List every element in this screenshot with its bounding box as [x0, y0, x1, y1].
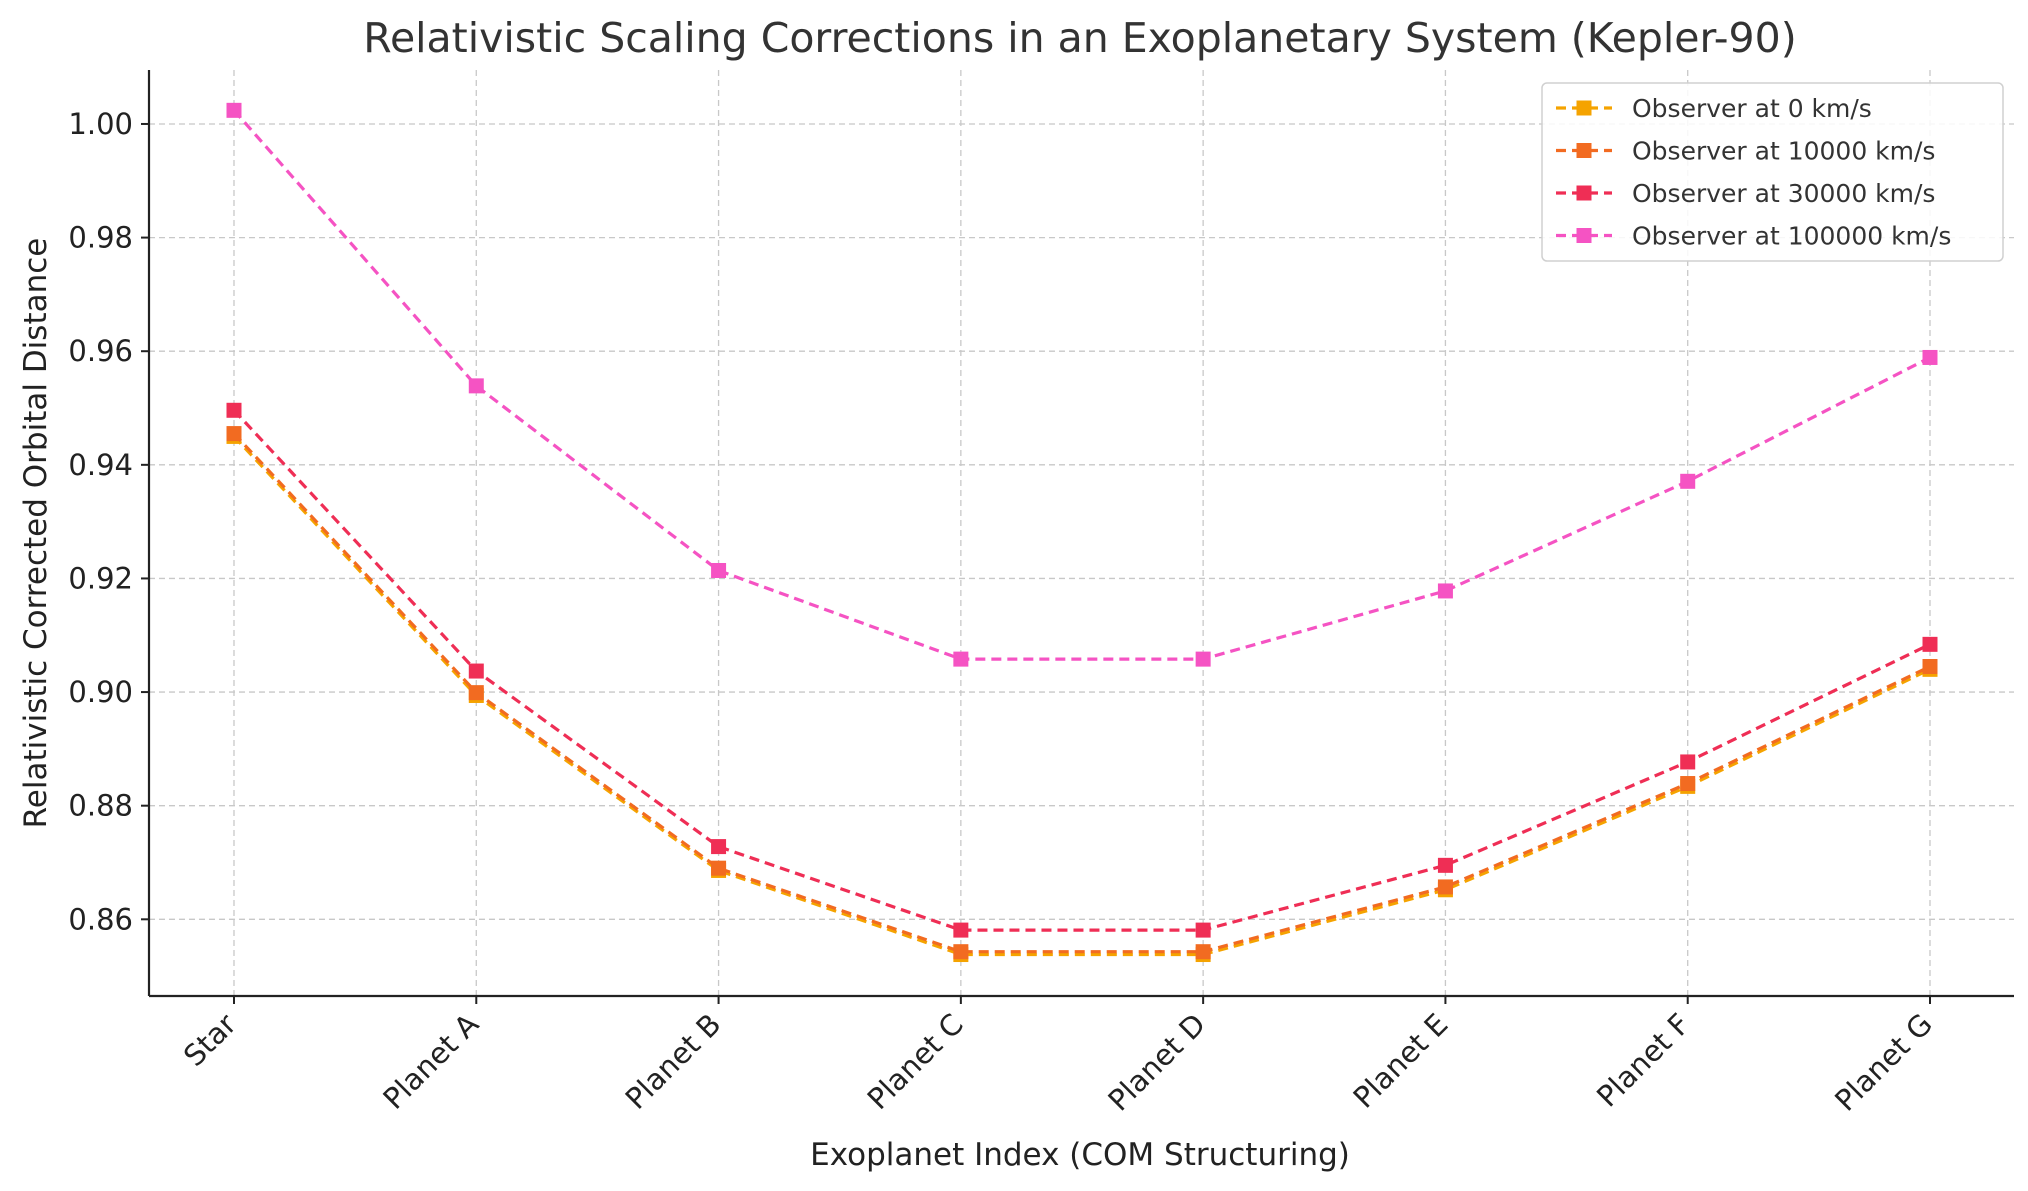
x-axis-label: Exoplanet Index (COM Structuring): [810, 1137, 1350, 1173]
legend: Observer at 0 km/s Observer at 10000 km/s…: [1541, 82, 2004, 262]
legend-box: [1541, 82, 2004, 262]
legend-label: Observer at 0 km/s: [1632, 94, 1872, 123]
y-tick-label: 0.90: [68, 675, 133, 709]
series-marker: [1437, 583, 1453, 599]
x-tick-label: Star: [177, 1007, 243, 1073]
x-tick-label: Planet E: [1347, 1007, 1455, 1115]
x-tick-label: Planet B: [619, 1007, 728, 1116]
grid: [149, 70, 2014, 996]
series-layer: [226, 102, 1938, 963]
x-tick-label: Planet A: [376, 1007, 485, 1116]
x-ticks: Star Planet A Planet B Planet C Planet D Plan…: [177, 996, 1939, 1118]
series-marker: [1680, 473, 1696, 489]
y-tick-label: 0.88: [68, 789, 133, 823]
series-line: [232, 435, 1931, 957]
y-tick-label: 0.96: [68, 334, 133, 368]
x-tick-label: Planet F: [1590, 1007, 1697, 1114]
series-marker: [468, 378, 484, 394]
x-tick-label: Planet D: [1101, 1007, 1212, 1118]
y-tick-label: 0.94: [68, 448, 133, 482]
series-marker: [953, 944, 969, 960]
series-marker: [468, 685, 484, 701]
y-ticks: 0.86 0.88 0.90 0.92 0.94 0.96 0.98 1.00: [68, 107, 149, 936]
chart-title: Relativistic Scaling Corrections in an E…: [363, 14, 1796, 62]
series-marker: [1680, 754, 1696, 770]
series-marker: [1195, 944, 1211, 960]
series-marker: [711, 562, 727, 578]
series-line: [232, 432, 1931, 954]
series-marker: [1195, 922, 1211, 938]
series-marker: [1437, 879, 1453, 895]
series-marker: [953, 922, 969, 938]
series-marker: [226, 102, 242, 118]
y-axis-label: Relativistic Corrected Orbital Distance: [18, 238, 54, 829]
legend-label: Observer at 100000 km/s: [1632, 222, 1951, 251]
legend-marker: [1576, 143, 1592, 158]
series-marker: [711, 839, 727, 855]
legend-marker: [1576, 100, 1592, 116]
legend-marker: [1576, 185, 1592, 201]
series-marker: [1922, 636, 1938, 652]
legend-marker: [1576, 228, 1592, 243]
y-tick-label: 1.00: [68, 107, 133, 141]
y-tick-label: 0.92: [68, 561, 133, 595]
legend-label: Observer at 30000 km/s: [1632, 179, 1935, 208]
series-marker: [226, 426, 242, 442]
x-tick-label: Planet C: [861, 1007, 970, 1116]
x-tick-label: Planet G: [1828, 1007, 1939, 1118]
y-tick-label: 0.98: [68, 221, 133, 255]
y-tick-label: 0.86: [68, 902, 133, 936]
series-marker: [1195, 651, 1211, 667]
series-marker: [1437, 857, 1453, 873]
series-marker: [1922, 659, 1938, 675]
axes: [147, 70, 2014, 998]
series-marker: [1680, 776, 1696, 792]
series-line: [232, 409, 1931, 932]
series-line: [232, 109, 1931, 661]
series-marker: [468, 663, 484, 679]
series-marker: [953, 651, 969, 667]
legend-label: Observer at 10000 km/s: [1632, 137, 1935, 166]
series-marker: [711, 860, 727, 876]
series-marker: [1922, 349, 1938, 365]
series-marker: [226, 402, 242, 418]
